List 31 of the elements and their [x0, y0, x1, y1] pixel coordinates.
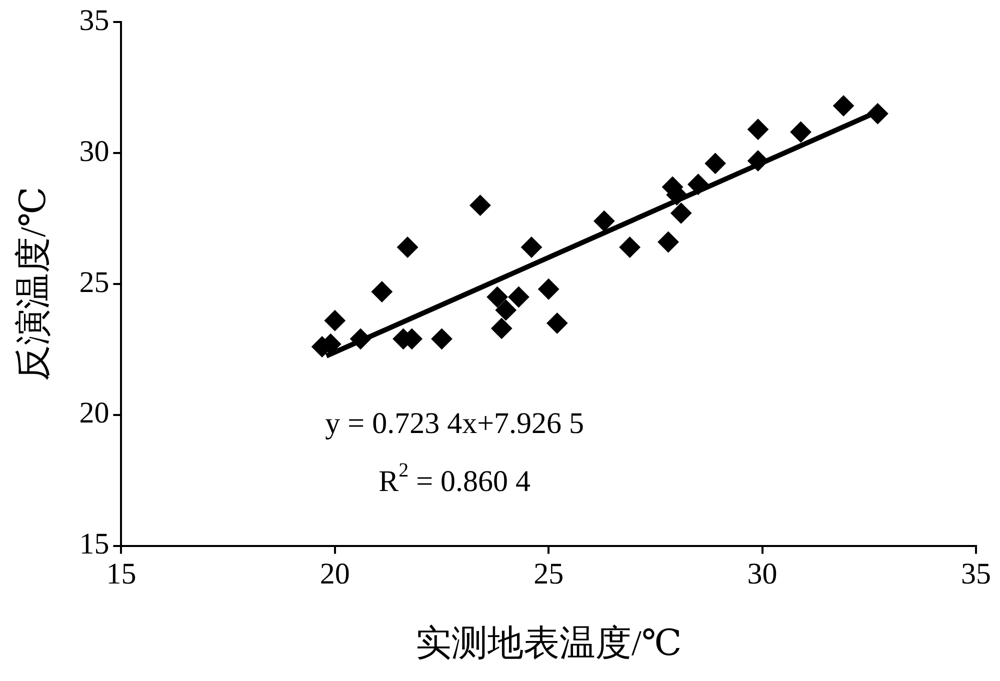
x-tick-label: 35	[961, 558, 991, 591]
point	[790, 122, 812, 142]
y-axis-title: 反演温度/℃	[13, 186, 54, 382]
point	[546, 312, 568, 334]
point	[397, 236, 418, 258]
point	[658, 231, 679, 252]
y-tick-label: 30	[79, 134, 110, 168]
point	[833, 95, 854, 116]
point	[521, 236, 542, 258]
point	[431, 328, 452, 350]
point	[495, 300, 516, 321]
point	[619, 236, 640, 258]
annotation: y = 0.723 4x+7.926 5	[325, 407, 584, 440]
point	[371, 281, 392, 302]
point	[491, 318, 512, 339]
y-tick-label: 35	[79, 4, 110, 37]
point	[508, 286, 530, 308]
y-tick-label: 20	[79, 396, 110, 430]
x-tick-label: 30	[747, 558, 778, 591]
x-tick-label: 25	[534, 558, 564, 591]
point	[704, 152, 726, 174]
point	[538, 278, 560, 300]
point	[470, 194, 491, 216]
point	[324, 310, 346, 332]
point	[748, 118, 769, 140]
x-axis-title: 实测地表温度/℃	[415, 622, 682, 663]
point	[486, 286, 508, 308]
x-tick-label: 20	[320, 558, 350, 591]
point	[670, 202, 692, 224]
point	[594, 210, 615, 232]
y-tick-label: 25	[79, 266, 110, 299]
